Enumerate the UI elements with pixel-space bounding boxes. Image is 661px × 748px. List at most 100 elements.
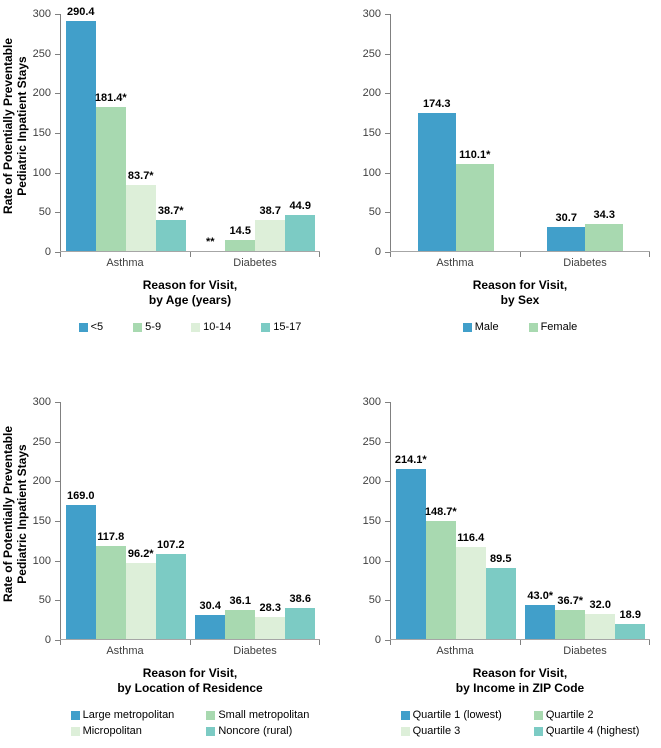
bar: 44.9 bbox=[285, 200, 316, 251]
bar: 30.7 bbox=[547, 212, 586, 251]
y-tick-label: 250 bbox=[32, 47, 51, 60]
y-tick-label: 100 bbox=[32, 554, 51, 567]
y-tick-mark bbox=[55, 560, 60, 562]
bar: 38.6 bbox=[285, 593, 316, 639]
y-tick-mark bbox=[385, 53, 390, 55]
category-label: Asthma bbox=[436, 645, 474, 657]
x-axis-tick bbox=[60, 640, 61, 645]
legend-label: Noncore (rural) bbox=[218, 725, 293, 737]
legend-item: Small metropolitan bbox=[206, 709, 309, 721]
legend-label: Male bbox=[474, 321, 499, 333]
legend: Male Female bbox=[390, 321, 650, 333]
x-axis-line bbox=[390, 251, 650, 252]
legend-item: 10-14 bbox=[191, 321, 231, 333]
x-axis-title-line2: by Age (years) bbox=[148, 293, 232, 307]
y-tick-label: 200 bbox=[362, 475, 381, 488]
bar: 38.7* bbox=[155, 205, 186, 251]
plot-area: 174.3 110.1* 30.7 34.3 bbox=[390, 0, 650, 257]
legend-item: Noncore (rural) bbox=[206, 725, 309, 737]
bar-value-label: 116.4 bbox=[457, 531, 485, 544]
plot-groups: 290.4 181.4* 83.7* 38.7* ** 14.5 38.7 44.9 bbox=[61, 6, 321, 251]
legend-swatch bbox=[400, 710, 410, 720]
plot-groups: 214.1* 148.7* 116.4 89.5 43.0* 36.7* 32.0 18.9 bbox=[391, 402, 650, 639]
bar-value-label: 43.0* bbox=[527, 589, 554, 602]
y-tick-label: 300 bbox=[32, 8, 51, 20]
y-tick-mark bbox=[385, 93, 390, 95]
legend-swatch bbox=[528, 322, 538, 332]
y-tick-label: 200 bbox=[362, 87, 381, 100]
legend-swatch bbox=[70, 710, 80, 720]
bar: 14.5 bbox=[225, 225, 256, 251]
bar-value-label: 28.3 bbox=[259, 601, 281, 614]
bar-group: 43.0* 36.7* 32.0 18.9 bbox=[521, 402, 651, 639]
bar: 18.9 bbox=[615, 609, 646, 639]
bar: 290.4 bbox=[65, 6, 96, 251]
y-tick-mark bbox=[55, 172, 60, 174]
y-tick-label: 250 bbox=[362, 47, 381, 60]
y-axis-line bbox=[60, 402, 61, 640]
bar: 83.7* bbox=[125, 170, 156, 251]
x-axis-tick bbox=[60, 252, 61, 257]
category-labels: Asthma Diabetes bbox=[60, 257, 320, 269]
bar-value-label: 18.9 bbox=[619, 609, 641, 622]
legend-label: Female bbox=[540, 321, 578, 333]
bar-value-label: 96.2* bbox=[127, 547, 154, 560]
legend-item: 5-9 bbox=[133, 321, 161, 333]
bar-value-label: 30.4 bbox=[199, 599, 221, 612]
category-label: Diabetes bbox=[563, 645, 607, 657]
legend-item: Quartile 1 (lowest) bbox=[400, 709, 502, 721]
legend-item: 15-17 bbox=[261, 321, 301, 333]
legend-item: Quartile 4 (highest) bbox=[533, 725, 639, 737]
y-tick-mark bbox=[55, 600, 60, 602]
y-axis-line bbox=[390, 402, 391, 640]
y-tick-mark bbox=[385, 560, 390, 562]
y-tick-mark bbox=[55, 252, 60, 253]
bar: 32.0 bbox=[585, 599, 616, 639]
x-axis-tick bbox=[319, 252, 320, 257]
legend-swatch bbox=[462, 322, 472, 332]
bar-value-label: 14.5 bbox=[229, 224, 251, 237]
x-axis-title-line1: Reason for Visit, bbox=[472, 666, 568, 680]
legend-item: Male bbox=[462, 321, 499, 333]
legend-label: 10-14 bbox=[203, 321, 232, 333]
y-axis: 0 50 100 150 200 250 300 bbox=[360, 388, 390, 646]
bar-value-label: 38.7 bbox=[259, 205, 281, 218]
x-axis-title: Reason for Visit, by Sex bbox=[390, 278, 650, 308]
legend-item: Micropolitan bbox=[70, 725, 175, 737]
y-tick-mark bbox=[55, 93, 60, 95]
legend-swatch bbox=[206, 726, 216, 736]
x-axis-tick bbox=[319, 640, 320, 645]
y-axis-title: Rate of Potentially Preventable Pediatri… bbox=[0, 388, 30, 640]
legend-label: Quartile 3 bbox=[412, 725, 461, 737]
bar: 34.3 bbox=[585, 209, 624, 251]
y-tick-mark bbox=[55, 441, 60, 443]
legend-swatch bbox=[533, 710, 543, 720]
y-tick-mark bbox=[55, 53, 60, 55]
y-tick-label: 150 bbox=[362, 127, 381, 139]
chart-main: Rate of Potentially Preventable Pediatri… bbox=[0, 0, 330, 258]
x-axis-tick bbox=[520, 640, 521, 645]
chart-main: Rate of Potentially Preventable Pediatri… bbox=[0, 388, 330, 646]
bar-group: ** 14.5 38.7 44.9 bbox=[191, 14, 321, 251]
x-axis-title: Reason for Visit, by Age (years) bbox=[60, 278, 320, 308]
y-axis-title: Rate of Potentially Preventable Pediatri… bbox=[0, 0, 30, 252]
category-label: Diabetes bbox=[233, 257, 277, 269]
y-tick-mark bbox=[385, 14, 390, 15]
y-tick-label: 150 bbox=[32, 515, 51, 527]
y-tick-label: 50 bbox=[368, 594, 381, 607]
bar-value-label: 174.3 bbox=[422, 97, 451, 110]
bar-value-label: 83.7* bbox=[127, 169, 154, 182]
legend-item: Female bbox=[528, 321, 578, 333]
y-tick-label: 250 bbox=[362, 435, 381, 448]
legend-item: <5 bbox=[78, 321, 103, 333]
bar-group: 290.4 181.4* 83.7* 38.7* bbox=[61, 6, 191, 251]
legend-swatch bbox=[78, 322, 88, 332]
x-axis-tick bbox=[649, 252, 650, 257]
y-axis-title-text: Rate of Potentially Preventable Pediatri… bbox=[0, 0, 30, 252]
y-tick-mark bbox=[55, 640, 60, 641]
legend-label: Small metropolitan bbox=[218, 709, 310, 721]
category-labels: Asthma Diabetes bbox=[390, 257, 650, 269]
y-tick-mark bbox=[55, 212, 60, 214]
bar-value-label: 214.1* bbox=[394, 454, 427, 467]
